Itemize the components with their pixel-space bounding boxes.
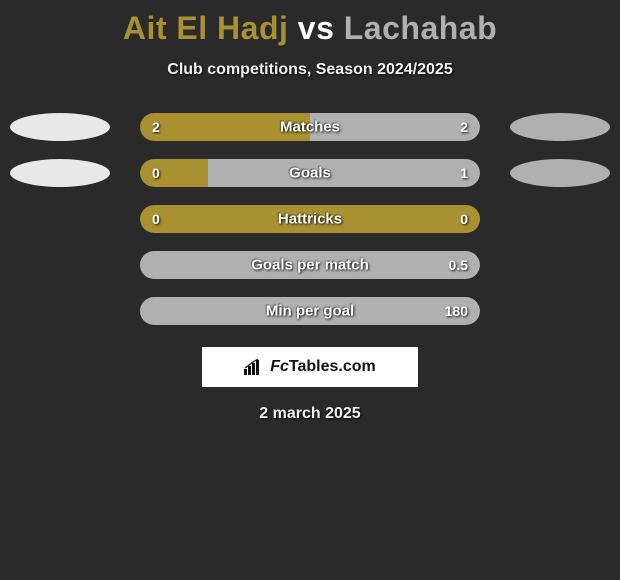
subtitle: Club competitions, Season 2024/2025: [0, 61, 620, 79]
bar-fill-right: [208, 159, 480, 187]
stat-label: Min per goal: [266, 303, 354, 320]
stat-label: Hattricks: [278, 211, 342, 228]
vs-text: vs: [298, 10, 335, 46]
stat-value-right: 0: [460, 211, 468, 227]
player2-badge: [510, 159, 610, 187]
stat-label: Goals per match: [251, 257, 369, 274]
stat-row: 0 1 Goals: [0, 159, 620, 187]
stat-bar: 0 1 Goals: [140, 159, 480, 187]
brand-text: FcTables.com: [270, 358, 376, 376]
stat-value-right: 1: [460, 165, 468, 181]
stat-value-left: 0: [152, 211, 160, 227]
stat-label: Goals: [289, 165, 331, 182]
bar-fill-left: [140, 159, 208, 187]
brand-box[interactable]: FcTables.com: [202, 347, 418, 387]
chart-bars-icon: [244, 359, 264, 375]
player2-badge: [510, 113, 610, 141]
stat-value-right: 180: [445, 303, 468, 319]
stat-row: 180 Min per goal: [0, 297, 620, 325]
stat-bar: 180 Min per goal: [140, 297, 480, 325]
player1-name: Ait El Hadj: [123, 10, 289, 46]
stat-value-right: 2: [460, 119, 468, 135]
player2-name: Lachahab: [344, 10, 497, 46]
stat-label: Matches: [280, 119, 340, 136]
player1-badge: [10, 113, 110, 141]
date-text: 2 march 2025: [0, 405, 620, 423]
stat-bar: 2 2 Matches: [140, 113, 480, 141]
stats-rows: 2 2 Matches 0 1 Goals 0 0 Hattricks 0.5 Goals per …: [0, 113, 620, 325]
stat-value-left: 2: [152, 119, 160, 135]
stat-value-right: 0.5: [449, 257, 468, 273]
stat-row: 2 2 Matches: [0, 113, 620, 141]
stat-value-left: 0: [152, 165, 160, 181]
stat-row: 0 0 Hattricks: [0, 205, 620, 233]
stat-row: 0.5 Goals per match: [0, 251, 620, 279]
stat-bar: 0.5 Goals per match: [140, 251, 480, 279]
stat-bar: 0 0 Hattricks: [140, 205, 480, 233]
page-title: Ait El Hadj vs Lachahab: [0, 0, 620, 47]
player1-badge: [10, 159, 110, 187]
